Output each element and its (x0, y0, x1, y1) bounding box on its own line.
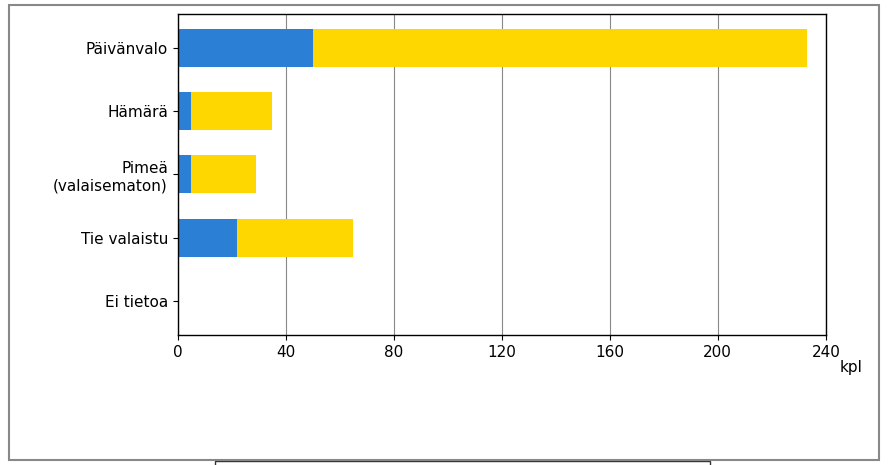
Bar (191, 155, 256, 193)
Bar (237, 219, 353, 257)
Legend: Kuolemaan joht., Loukkaant.joht., Omaisuusvah.joht.: Kuolemaan joht., Loukkaant.joht., Omaisu… (216, 461, 710, 465)
Text: kpl: kpl (839, 360, 862, 375)
Bar (191, 92, 272, 130)
Bar (178, 28, 313, 66)
Bar (178, 155, 191, 193)
Bar (313, 28, 807, 66)
Bar (178, 92, 191, 130)
Bar (178, 219, 237, 257)
